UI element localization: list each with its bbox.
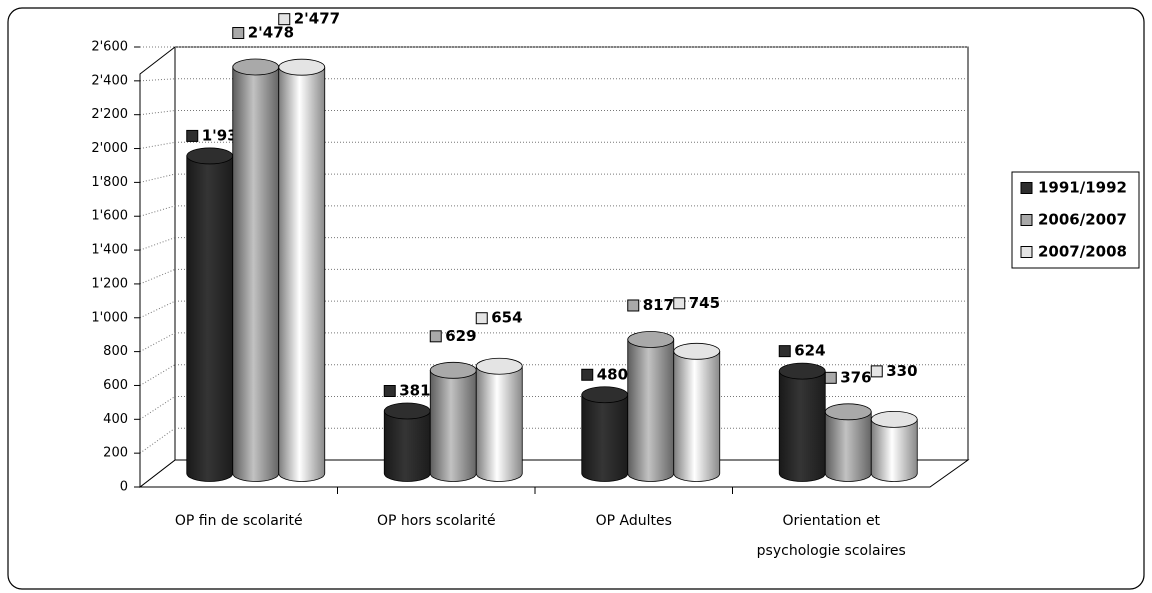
bar-top — [673, 342, 721, 360]
grid-line — [139, 364, 176, 386]
y-tick-label: 2'600 — [91, 40, 128, 55]
left-wall — [139, 45, 176, 489]
grid-line — [139, 205, 176, 217]
value-label: 480 — [597, 365, 628, 383]
bar — [429, 361, 477, 482]
value-label: 381 — [399, 382, 430, 400]
y-tick-label: 400 — [103, 412, 128, 427]
y-tick-label: 200 — [103, 446, 128, 461]
y-tick-label: 1'600 — [91, 209, 128, 224]
bar-body — [429, 369, 477, 482]
bar — [824, 403, 872, 482]
value-label: 330 — [886, 362, 917, 380]
y-tick-label: 1'800 — [91, 175, 128, 190]
bar-top — [475, 357, 523, 375]
legend-marker — [1020, 214, 1033, 226]
bar-top — [627, 331, 675, 348]
value-label-marker — [383, 385, 396, 398]
y-tick-label: 1'400 — [91, 243, 128, 258]
x-tick-label: OP fin de scolarité — [175, 513, 303, 529]
value-label: 817 — [643, 296, 674, 314]
bar-top — [232, 58, 280, 76]
y-tick-label: 2'000 — [91, 141, 128, 156]
grid-line — [139, 268, 176, 285]
bar — [475, 357, 523, 482]
value-label-marker — [870, 365, 883, 378]
bar-top — [186, 147, 234, 165]
legend-marker — [1020, 246, 1033, 258]
bar-body — [627, 339, 675, 482]
bar — [778, 362, 826, 482]
bar-body — [232, 66, 280, 482]
value-label: 654 — [491, 309, 522, 327]
bar-body — [581, 394, 629, 482]
y-tick-label: 600 — [103, 378, 128, 393]
bar — [232, 58, 280, 482]
value-label-marker — [824, 371, 837, 384]
value-label: 629 — [445, 327, 476, 345]
bar — [673, 342, 721, 482]
bar — [581, 386, 629, 482]
bar — [870, 410, 918, 482]
bar-top — [778, 362, 826, 380]
x-tick-label: OP Adultes — [596, 513, 672, 529]
y-tick-label: 1'200 — [91, 276, 128, 291]
value-label-marker — [475, 312, 488, 325]
value-label-marker — [627, 299, 640, 312]
chart-border — [7, 7, 1145, 590]
value-label: 745 — [689, 294, 720, 312]
bar-top — [278, 58, 326, 76]
bar-body — [186, 155, 234, 482]
grid-line — [139, 427, 176, 454]
value-label: 2'478 — [248, 24, 294, 42]
grid-line — [139, 396, 176, 420]
bar-top — [824, 403, 872, 421]
value-label-marker — [673, 297, 686, 310]
bar-body — [778, 370, 826, 482]
y-tick-label: 2'400 — [91, 73, 128, 88]
bar — [383, 402, 431, 482]
grid-line — [139, 237, 176, 251]
y-tick-label: 0 — [120, 480, 128, 495]
bar — [278, 58, 326, 482]
legend-label: 2006/2007 — [1038, 211, 1127, 229]
bar-top — [429, 361, 477, 379]
value-label-marker — [278, 13, 291, 26]
y-tick-label: 2'200 — [91, 107, 128, 122]
y-tick-label: 800 — [103, 344, 128, 359]
bar-body — [475, 365, 523, 482]
bar — [627, 331, 675, 482]
value-label-marker — [429, 330, 442, 343]
value-label: 376 — [840, 368, 871, 386]
grid-line — [139, 332, 176, 353]
value-label-marker — [581, 368, 594, 381]
legend-box — [1011, 171, 1140, 269]
y-tick-label: 1'000 — [91, 310, 128, 325]
value-label-marker — [232, 27, 245, 40]
value-label: 2'477 — [294, 10, 340, 28]
legend-label: 2007/2008 — [1038, 243, 1127, 261]
bar-top — [383, 402, 431, 420]
value-label-marker — [186, 129, 199, 142]
value-label-marker — [778, 345, 791, 358]
bar-body — [673, 350, 721, 482]
bar-body — [870, 418, 918, 482]
bar-body — [824, 411, 872, 482]
x-tick-label: OP hors scolarité — [377, 513, 496, 529]
bar-top — [581, 386, 629, 404]
legend-marker — [1020, 182, 1033, 194]
grid-line — [139, 300, 176, 319]
bar-body — [278, 66, 326, 482]
bar — [186, 147, 234, 482]
x-tick-label: Orientation et psychologie scolaires — [757, 513, 906, 559]
bar-top — [870, 410, 918, 428]
value-label: 624 — [794, 342, 825, 360]
legend-label: 1991/1992 — [1038, 179, 1127, 197]
bar-body — [383, 410, 431, 482]
